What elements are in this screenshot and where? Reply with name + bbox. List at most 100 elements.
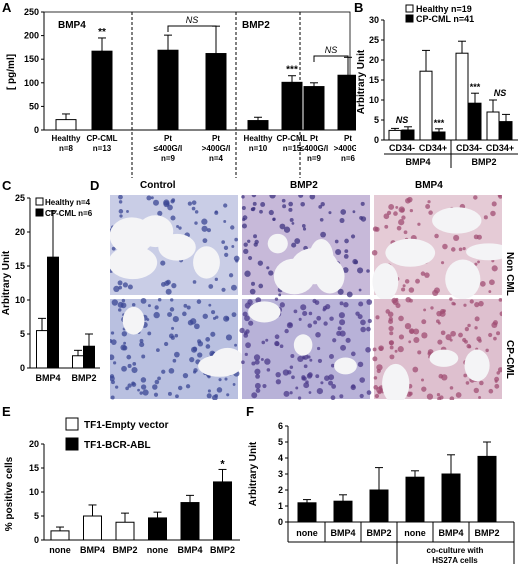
chart-e-xtick-label: BMP2	[112, 545, 137, 555]
histology-cell-nucleus	[283, 390, 290, 397]
histology-cell-nucleus	[415, 278, 420, 284]
histology-cell-nucleus	[224, 377, 228, 381]
chart-f-ytick-label: 6	[278, 421, 283, 431]
histology-cell-nucleus	[169, 307, 175, 312]
histology-cell-nucleus	[192, 280, 197, 284]
histology-adipocyte	[193, 246, 220, 279]
histology-cell-nucleus	[337, 326, 342, 331]
histology-cell-nucleus	[279, 302, 285, 308]
histology-cell-nucleus	[123, 341, 127, 345]
histology-cell-nucleus	[372, 226, 379, 232]
histology-cell-nucleus	[268, 209, 274, 216]
histology-adipocyte	[211, 347, 245, 375]
histology-cell-nucleus	[474, 302, 480, 308]
histology-cell-nucleus	[330, 363, 335, 368]
histology-cell-nucleus	[301, 224, 306, 228]
histology-cell-nucleus	[427, 200, 431, 204]
histology-cell-nucleus	[485, 348, 489, 353]
histology-cell-nucleus	[496, 331, 501, 336]
histology-cell-nucleus	[445, 334, 452, 341]
histology-cell-nucleus	[202, 313, 208, 319]
histology-adipocyte	[432, 207, 482, 234]
histology-cell-nucleus	[111, 299, 118, 306]
chart-f-bar	[441, 473, 461, 523]
histology-cell-nucleus	[494, 379, 498, 383]
histology-cell-nucleus	[142, 389, 149, 396]
chart-b-bar	[499, 121, 513, 141]
chart-f-bar	[297, 502, 317, 523]
chart-f-xtick-label: BMP4	[330, 528, 355, 538]
histology-cell-nucleus	[307, 323, 313, 328]
histology-cell-nucleus	[154, 305, 159, 310]
histology-cell-nucleus	[165, 288, 172, 295]
histology-cell-nucleus	[110, 338, 113, 343]
histology-cell-nucleus	[218, 378, 222, 382]
histology-cell-nucleus	[420, 378, 424, 382]
histology-cell-nucleus	[396, 225, 402, 231]
chart-a-xtick-label: n=8	[59, 144, 74, 153]
histology-cell-nucleus	[357, 361, 364, 368]
chart-b-group-label: BMP4	[405, 157, 430, 167]
chart-e: 0 5 10 15 20 % positive cells TF1-Empty vector…	[4, 417, 240, 555]
histology-cell-nucleus	[318, 205, 323, 209]
histology-cell-nucleus	[119, 214, 123, 218]
histology-cell-nucleus	[388, 204, 395, 210]
histology-cell-nucleus	[437, 339, 443, 345]
histology-cell-nucleus	[425, 204, 431, 209]
chart-b-legend-swatch	[405, 4, 414, 13]
histology-cell-nucleus	[153, 392, 159, 397]
histology-cell-nucleus	[436, 393, 441, 397]
histology-cell-nucleus	[378, 346, 384, 351]
histology-cell-nucleus	[397, 346, 404, 353]
histology-cell-nucleus	[329, 316, 334, 321]
chart-b-bar	[486, 111, 500, 141]
histology-cell-nucleus	[110, 331, 115, 335]
chart-f-ytick-label: 3	[278, 469, 283, 479]
histology-cell-nucleus	[239, 327, 245, 334]
chart-b-ylabel: Arbitrary Unit	[356, 49, 367, 114]
chart-a-xtick-label: n=9	[161, 154, 176, 163]
histology-cell-nucleus	[449, 396, 455, 400]
chart-c-bar	[47, 256, 59, 369]
histology-cell-nucleus	[421, 319, 427, 325]
histology-cell-nucleus	[255, 373, 260, 379]
chart-a-frame	[43, 11, 351, 131]
chart-a-xtick-label: n=15	[283, 144, 302, 153]
histology-cell-nucleus	[488, 290, 492, 293]
histology-cell-nucleus	[221, 240, 225, 244]
chart-e-xtick-label: BMP2	[210, 545, 235, 555]
histology-adipocyte	[248, 301, 281, 323]
histology-cell-nucleus	[374, 393, 380, 399]
histology-cell-nucleus	[251, 361, 256, 366]
histology-cell-nucleus	[125, 386, 129, 391]
histology-cell-nucleus	[371, 249, 378, 256]
histology-cell-nucleus	[241, 206, 246, 210]
chart-b-bar	[432, 131, 446, 141]
histology-cell-nucleus	[458, 332, 463, 338]
histology-adipocyte	[122, 306, 145, 335]
histology-cell-nucleus	[442, 309, 446, 313]
histology-cell-nucleus	[491, 321, 498, 328]
histology-cell-nucleus	[440, 261, 445, 265]
chart-b-bar	[401, 129, 415, 141]
histology-cell-nucleus	[160, 281, 166, 287]
histology-cell-nucleus	[248, 320, 254, 326]
histology-cell-nucleus	[127, 383, 132, 388]
histology-cell-nucleus	[284, 328, 289, 334]
chart-b-bar	[388, 129, 402, 141]
histology-cell-nucleus	[127, 363, 132, 368]
histology-cell-nucleus	[491, 201, 497, 207]
histology-cell-nucleus	[139, 338, 144, 343]
histology-cell-nucleus	[346, 291, 353, 298]
chart-b-xtick-label: CD34+	[486, 143, 514, 153]
histology-cell-nucleus	[118, 308, 122, 312]
chart-c-ylabel: Arbitrary Unit	[1, 250, 12, 315]
histology-cell-nucleus	[376, 368, 381, 374]
histology-cell-nucleus	[491, 265, 498, 272]
histology-cell-nucleus	[281, 198, 286, 203]
histology-cell-nucleus	[323, 321, 328, 326]
histology-cell-nucleus	[339, 319, 346, 326]
histology-cell-nucleus	[147, 304, 151, 308]
chart-a-bar	[247, 120, 269, 131]
histology-cell-nucleus	[168, 368, 175, 374]
